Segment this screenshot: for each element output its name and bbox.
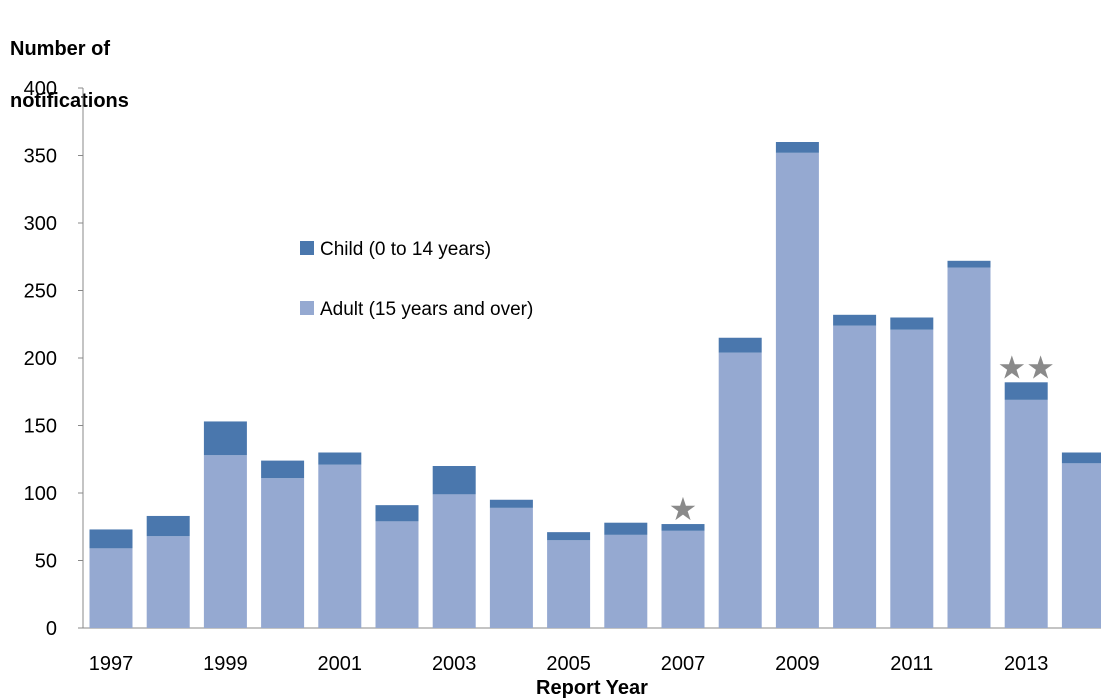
x-tick-label: 2001 — [318, 653, 363, 675]
star-annotation-2013: ★★ — [998, 348, 1055, 386]
y-tick-label: 250 — [24, 281, 57, 303]
bar-adult-2010 — [833, 325, 877, 628]
y-axis-title: Number of notifications — [10, 10, 129, 140]
bar-adult-2008 — [718, 352, 762, 628]
bar-child-2005 — [547, 532, 591, 541]
bar-adult-2000 — [261, 478, 305, 628]
x-tick-label: 1997 — [89, 653, 134, 675]
bar-child-2008 — [718, 337, 762, 353]
legend-swatch-0 — [300, 241, 314, 255]
y-tick-label: 350 — [24, 146, 57, 168]
bar-child-2001 — [318, 452, 362, 465]
x-axis-title: Report Year — [536, 677, 648, 699]
bar-adult-2014 — [1061, 463, 1101, 628]
bar-child-2007 — [661, 524, 705, 531]
bar-adult-2009 — [775, 152, 819, 629]
bar-adult-2006 — [604, 534, 648, 628]
y-tick-label: 400 — [24, 78, 57, 100]
bar-child-2011 — [890, 317, 934, 330]
bar-child-2013 — [1004, 382, 1048, 400]
legend-label-0: Child (0 to 14 years) — [320, 239, 491, 260]
bar-child-2010 — [833, 314, 877, 326]
bar-adult-2013 — [1004, 399, 1048, 628]
x-tick-label: 2007 — [661, 653, 706, 675]
bar-child-2006 — [604, 522, 648, 535]
bar-adult-2005 — [547, 540, 591, 628]
bar-adult-1999 — [203, 455, 247, 628]
bar-adult-2011 — [890, 329, 934, 628]
x-tick-label: 2011 — [890, 653, 933, 675]
bar-adult-2004 — [489, 507, 533, 628]
legend-label-1: Adult (15 years and over) — [320, 299, 533, 320]
bar-adult-2012 — [947, 267, 991, 628]
x-tick-label: 2005 — [546, 653, 591, 675]
y-tick-label: 150 — [24, 416, 57, 438]
y-axis-title-line-2: notifications — [10, 90, 129, 112]
y-tick-label: 300 — [24, 213, 57, 235]
bar-child-2009 — [775, 142, 819, 153]
x-tick-label: 2003 — [432, 653, 477, 675]
bar-adult-1997 — [89, 548, 133, 628]
x-tick-label: 2009 — [775, 653, 820, 675]
x-tick-label: 2013 — [1004, 653, 1049, 675]
bar-adult-2001 — [318, 464, 362, 628]
bar-child-2012 — [947, 260, 991, 268]
bar-child-2004 — [489, 499, 533, 508]
x-tick-label: 1999 — [203, 653, 248, 675]
star-annotation-2007: ★ — [669, 490, 698, 528]
bar-child-1999 — [203, 421, 247, 456]
y-axis-title-line-1: Number of — [10, 38, 110, 60]
bar-child-2002 — [375, 505, 419, 522]
y-tick-label: 50 — [35, 551, 57, 573]
bar-adult-1998 — [146, 536, 190, 628]
bar-child-2000 — [261, 460, 305, 479]
y-tick-label: 0 — [46, 618, 57, 640]
y-tick-label: 100 — [24, 483, 57, 505]
bar-child-1997 — [89, 529, 133, 549]
bar-child-2003 — [432, 466, 476, 495]
bar-adult-2003 — [432, 494, 476, 628]
y-tick-label: 200 — [24, 348, 57, 370]
bar-adult-2002 — [375, 521, 419, 628]
bar-adult-2007 — [661, 530, 705, 628]
bar-child-2014 — [1061, 452, 1101, 464]
legend-swatch-1 — [300, 301, 314, 315]
bar-child-1998 — [146, 515, 190, 537]
